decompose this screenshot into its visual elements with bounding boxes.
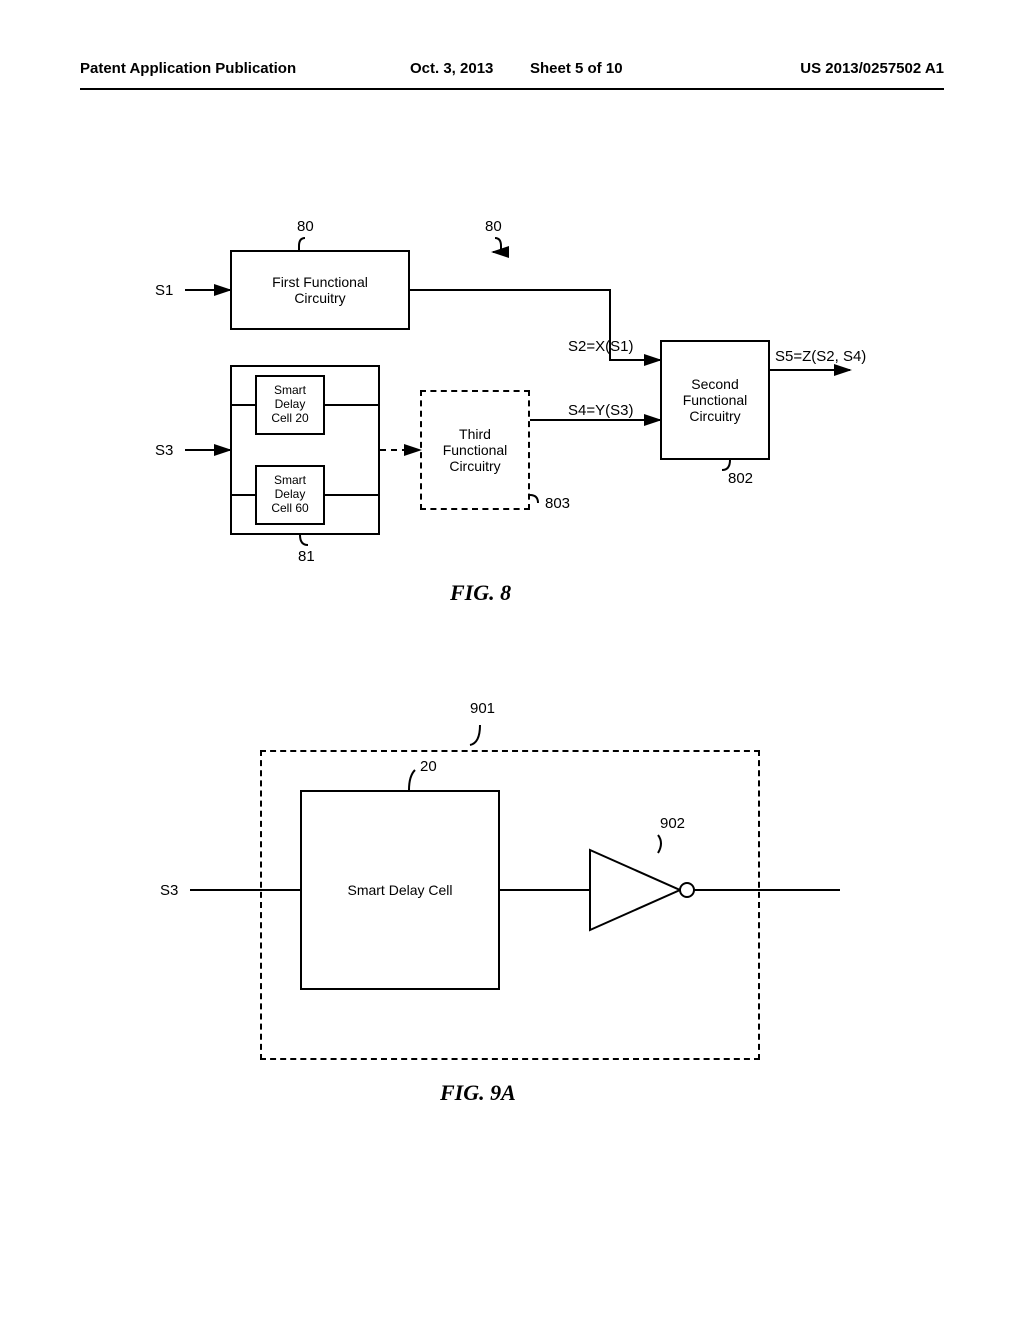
header-publication: Patent Application Publication (80, 60, 296, 77)
figure-8: First Functional Circuitry Smart Delay C… (80, 210, 944, 640)
figure-9a: Smart Delay Cell (80, 680, 944, 1140)
label-ref80a: 80 (297, 218, 314, 235)
label9-20: 20 (420, 758, 437, 775)
label9-901: 901 (470, 700, 495, 717)
label9-s3: S3 (160, 882, 178, 899)
fig8-caption: FIG. 8 (450, 580, 511, 606)
label-s5: S5=Z(S2, S4) (775, 348, 866, 365)
page-header: Patent Application Publication Oct. 3, 2… (80, 60, 944, 90)
label-ref802: 802 (728, 470, 753, 487)
label-s4: S4=Y(S3) (568, 402, 633, 419)
label-s2: S2=X(S1) (568, 338, 633, 355)
fig9a-wires (80, 680, 944, 1140)
label-s3: S3 (155, 442, 173, 459)
label-ref81: 81 (298, 548, 315, 565)
header-sheet: Sheet 5 of 10 (530, 60, 623, 77)
header-pubnum: US 2013/0257502 A1 (800, 60, 944, 77)
fig8-wires (80, 210, 944, 640)
label9-902: 902 (660, 815, 685, 832)
fig9a-caption: FIG. 9A (440, 1080, 516, 1106)
label-s1: S1 (155, 282, 173, 299)
header-date: Oct. 3, 2013 (410, 60, 493, 77)
label-ref80b: 80 (485, 218, 502, 235)
label-ref803: 803 (545, 495, 570, 512)
